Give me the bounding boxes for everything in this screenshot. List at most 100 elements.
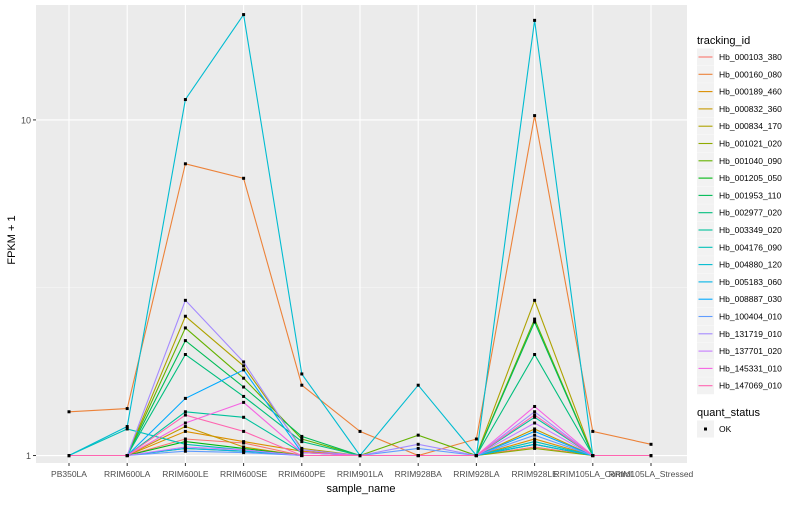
data-point [183, 162, 187, 166]
data-point [300, 451, 304, 455]
data-point [183, 437, 187, 441]
data-point [242, 429, 246, 433]
legend-label: Hb_003349_020 [719, 225, 782, 235]
data-point [242, 360, 246, 364]
data-point [183, 445, 187, 449]
data-point [533, 429, 537, 433]
data-point [300, 434, 304, 438]
y-tick-label: 1 [26, 451, 31, 461]
data-point [416, 442, 420, 446]
legend-label: Hb_100404_010 [719, 312, 782, 322]
data-point [183, 429, 187, 433]
data-point [533, 320, 537, 324]
legend-items: Hb_000103_380 Hb_000160_080 Hb_000189_460 H… [697, 48, 782, 395]
data-point [125, 454, 129, 458]
x-tick-label: RRIM928LA [453, 469, 500, 479]
data-point [533, 440, 537, 444]
data-point [533, 433, 537, 437]
data-point [242, 400, 246, 404]
axes: 1 10 PB350LA RRIM600LA RRIM600LE RRIM600SE RRI… [21, 115, 694, 479]
data-point [300, 383, 304, 387]
data-point [533, 446, 537, 450]
legend-label: Hb_001021_020 [719, 139, 782, 149]
data-point [533, 410, 537, 414]
data-point [183, 98, 187, 102]
legend: tracking_id Hb_000103_380Hb_000160_080Hb… [697, 35, 782, 438]
y-axis-title: FPKM + 1 [6, 215, 18, 264]
legend-label: Hb_000103_380 [719, 52, 782, 62]
legend-label: Hb_001040_090 [719, 156, 782, 166]
legend-label: Hb_001953_110 [719, 190, 782, 200]
data-point [183, 421, 187, 425]
data-point [416, 383, 420, 387]
legend-label: Hb_004880_120 [719, 260, 782, 270]
x-tick-label: RRIM928BA [395, 469, 443, 479]
legend-label: Hb_000160_080 [719, 69, 782, 79]
legend-label: Hb_000832_360 [719, 104, 782, 114]
data-point [183, 413, 187, 417]
data-point [183, 425, 187, 429]
x-tick-label: RRIM600SE [220, 469, 268, 479]
data-point [242, 448, 246, 452]
data-point [591, 454, 595, 458]
data-point [242, 368, 246, 372]
shape-legend-title: quant_status [697, 407, 760, 419]
x-tick-label: RRIM600PE [278, 469, 326, 479]
legend-label: Hb_004176_090 [719, 242, 782, 252]
data-point [416, 454, 420, 458]
legend-label: Hb_137701_020 [719, 346, 782, 356]
data-point [649, 454, 653, 458]
legend-label: Hb_002977_020 [719, 208, 782, 218]
data-point [416, 446, 420, 450]
data-point [242, 394, 246, 398]
y-tick-label: 10 [21, 115, 31, 125]
data-point [242, 176, 246, 180]
data-point [300, 448, 304, 452]
data-point [358, 429, 362, 433]
x-tick-label: PB350LA [51, 469, 87, 479]
legend-label: Hb_005183_060 [719, 277, 782, 287]
data-point [416, 433, 420, 437]
legend-label: Hb_008887_030 [719, 294, 782, 304]
x-tick-label: RRIM600LA [104, 469, 151, 479]
data-point [183, 352, 187, 356]
x-tick-label: RRIM600LE [162, 469, 209, 479]
data-point [474, 437, 478, 441]
data-point [125, 407, 129, 411]
shape-legend-label: OK [719, 424, 732, 434]
data-point [533, 413, 537, 417]
legend-label: Hb_000189_460 [719, 87, 782, 97]
x-tick-label: RRIM105LA_Stressed [609, 469, 694, 479]
data-point [533, 442, 537, 446]
data-point [242, 415, 246, 419]
legend-label: Hb_000834_170 [719, 121, 782, 131]
data-point [183, 440, 187, 444]
data-points [67, 13, 653, 458]
x-tick-label: RRIM901LA [337, 469, 384, 479]
data-point [533, 114, 537, 118]
data-point [300, 372, 304, 376]
data-point [183, 326, 187, 330]
data-point [533, 404, 537, 408]
data-point [183, 298, 187, 302]
data-point [242, 13, 246, 17]
data-point [474, 454, 478, 458]
x-axis-title: sample_name [326, 483, 395, 495]
legend-label: Hb_131719_010 [719, 329, 782, 339]
data-point [300, 454, 304, 458]
data-point [183, 314, 187, 318]
data-point [125, 425, 129, 429]
data-point [183, 410, 187, 414]
data-point [67, 410, 71, 414]
data-point [591, 429, 595, 433]
legend-title: tracking_id [697, 35, 750, 47]
data-point [242, 440, 246, 444]
data-point [300, 437, 304, 441]
data-point [649, 442, 653, 446]
shape-legend-items: OK [697, 420, 732, 438]
data-point [533, 317, 537, 321]
x-tick-label: RRIM105LA_Control [554, 469, 633, 479]
data-point [533, 352, 537, 356]
legend-label: Hb_147069_010 [719, 381, 782, 391]
